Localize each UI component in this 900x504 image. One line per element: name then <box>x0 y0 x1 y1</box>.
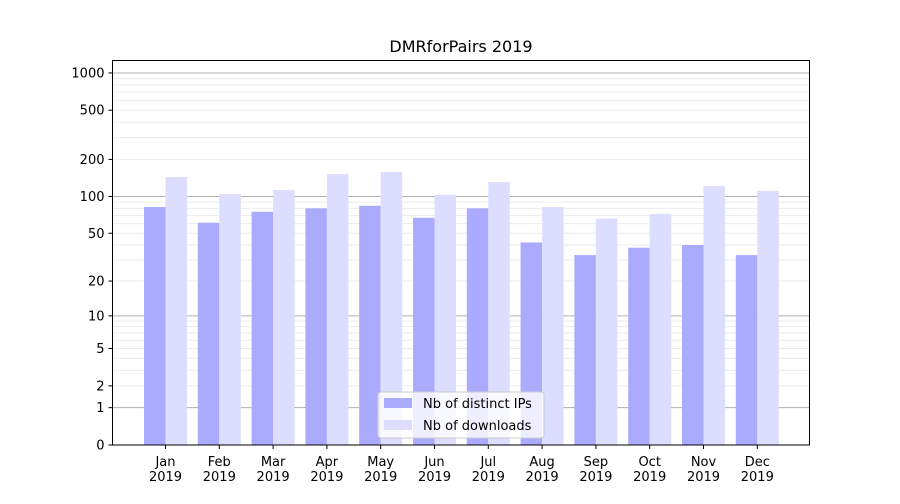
legend: Nb of distinct IPs Nb of downloads <box>377 391 545 439</box>
bar-downloads <box>488 182 510 445</box>
y-tick-label: 500 <box>80 104 105 119</box>
x-tick-label: 2019 <box>741 470 774 485</box>
x-tick-label: 2019 <box>364 470 397 485</box>
x-tick-label: Jun <box>423 455 444 470</box>
x-tick-label: 2019 <box>203 470 236 485</box>
bar-ips <box>359 205 381 445</box>
y-tick-label: 50 <box>88 227 105 242</box>
legend-box <box>377 391 545 439</box>
x-tick-label: 2019 <box>526 470 559 485</box>
bar-ips <box>251 211 274 445</box>
y-tick-label: 5 <box>96 342 104 357</box>
x-tick-label: 2019 <box>633 470 666 485</box>
x-tick-label: Aug <box>529 455 554 470</box>
bar-downloads <box>703 185 725 446</box>
y-tick-label: 20 <box>88 275 105 290</box>
y-tick-label: 1000 <box>71 66 104 81</box>
y-tick-label: 1 <box>96 401 104 416</box>
x-tick-label: Oct <box>638 455 660 470</box>
bar-ips <box>682 245 704 445</box>
y-tick-label: 100 <box>80 190 105 205</box>
x-tick-label: 2019 <box>257 470 290 485</box>
x-axis: Jan2019Feb2019Mar2019Apr2019May2019Jun20… <box>149 445 774 485</box>
bar-downloads <box>649 213 672 445</box>
y-tick-label: 200 <box>80 153 105 168</box>
y-axis: 0 1 2 5 10 20 50 100 200 500 1000 <box>71 66 113 454</box>
bar-downloads <box>757 190 779 445</box>
x-tick-label: Mar <box>261 455 286 470</box>
bar-downloads <box>219 193 241 445</box>
x-tick-label: Nov <box>691 455 717 470</box>
bar-ips <box>413 217 435 445</box>
bar-downloads <box>380 172 403 445</box>
x-tick-label: 2019 <box>418 470 451 485</box>
bar-downloads <box>542 207 564 445</box>
bar-ips <box>735 255 758 445</box>
x-tick-label: Sep <box>584 455 609 470</box>
y-tick-label: 0 <box>96 439 104 454</box>
bar-downloads <box>165 176 187 446</box>
bar-downloads <box>595 218 618 445</box>
bar-ips <box>305 208 327 445</box>
x-tick-label: Jul <box>479 455 496 470</box>
legend-swatch-downloads <box>384 420 412 430</box>
legend-label-ips: Nb of distinct IPs <box>423 397 532 412</box>
x-tick-label: Jan <box>154 455 175 470</box>
x-tick-label: 2019 <box>472 470 505 485</box>
bar-downloads <box>326 174 349 445</box>
chart-title: DMRforPairs 2019 <box>389 37 532 56</box>
bar-ips <box>144 207 166 445</box>
x-tick-label: 2019 <box>310 470 343 485</box>
x-tick-label: 2019 <box>149 470 182 485</box>
y-tick-label: 10 <box>88 309 105 324</box>
bar-ips <box>197 222 220 445</box>
bar-ips <box>574 255 596 445</box>
x-tick-label: Dec <box>745 455 770 470</box>
x-tick-label: 2019 <box>579 470 612 485</box>
x-tick-label: May <box>367 455 394 470</box>
bar-ips <box>628 247 650 445</box>
legend-swatch-ips <box>384 398 412 408</box>
bar-ips <box>466 208 489 445</box>
bar-downloads <box>273 189 295 445</box>
x-tick-label: Feb <box>208 455 231 470</box>
bar-downloads <box>434 194 456 445</box>
x-tick-label: Apr <box>316 455 339 470</box>
plot-frame <box>112 60 810 446</box>
legend-label-downloads: Nb of downloads <box>423 419 532 434</box>
y-tick-label: 2 <box>96 379 104 394</box>
x-tick-label: 2019 <box>687 470 720 485</box>
